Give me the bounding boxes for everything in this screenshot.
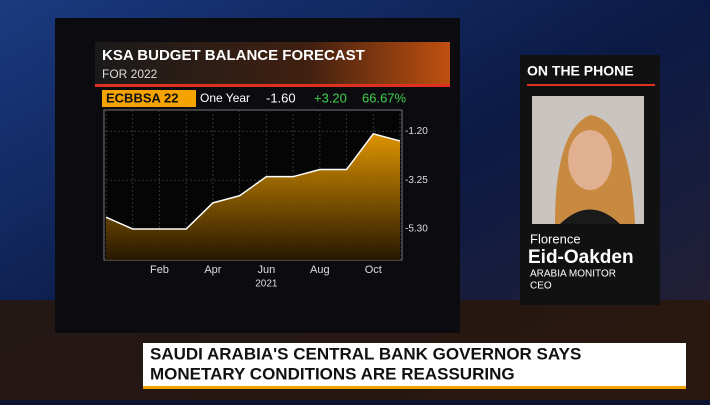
- y-tick-label: -1.20: [405, 126, 428, 137]
- x-tick-label: Aug: [310, 264, 330, 276]
- y-tick-label: -3.25: [405, 175, 428, 186]
- caller-organization: ARABIA MONITOR: [530, 269, 616, 280]
- year-label: 2021: [255, 279, 278, 290]
- headline-bar: [143, 343, 686, 388]
- ticker-box: [102, 90, 196, 107]
- x-tick-label: Feb: [150, 264, 169, 276]
- x-tick-label: Apr: [204, 264, 221, 276]
- photo-clothes: [560, 209, 620, 224]
- last-value: -1.60: [266, 90, 296, 105]
- caller-role: CEO: [530, 281, 552, 292]
- headline-line: MONETARY CONDITIONS ARE REASSURING: [150, 364, 515, 383]
- y-tick-label: -5.30: [405, 224, 428, 235]
- x-tick-label: Oct: [365, 264, 382, 276]
- caller-heading: ON THE PHONE: [527, 63, 634, 79]
- ticker: ECBBSA 22: [106, 90, 178, 105]
- photo-face: [568, 130, 612, 190]
- caller-first-name: Florence: [530, 231, 581, 246]
- area-fill: [106, 133, 400, 260]
- area-line: [105, 132, 401, 230]
- x-tick-label: Jun: [257, 264, 275, 276]
- chart-title: KSA BUDGET BALANCE FORECAST: [102, 47, 365, 64]
- header-rule: [95, 84, 450, 87]
- headline-line: SAUDI ARABIA'S CENTRAL BANK GOVERNOR SAY…: [150, 344, 581, 363]
- change: +3.20: [314, 90, 347, 105]
- change-pct: 66.67%: [362, 90, 407, 105]
- caller-last-name: Eid-Oakden: [528, 247, 634, 268]
- chart-subtitle: FOR 2022: [102, 67, 158, 81]
- chart-header: [95, 42, 450, 86]
- headline-rule: [143, 386, 686, 389]
- period: One Year: [200, 91, 250, 105]
- caller-rule: [527, 84, 655, 86]
